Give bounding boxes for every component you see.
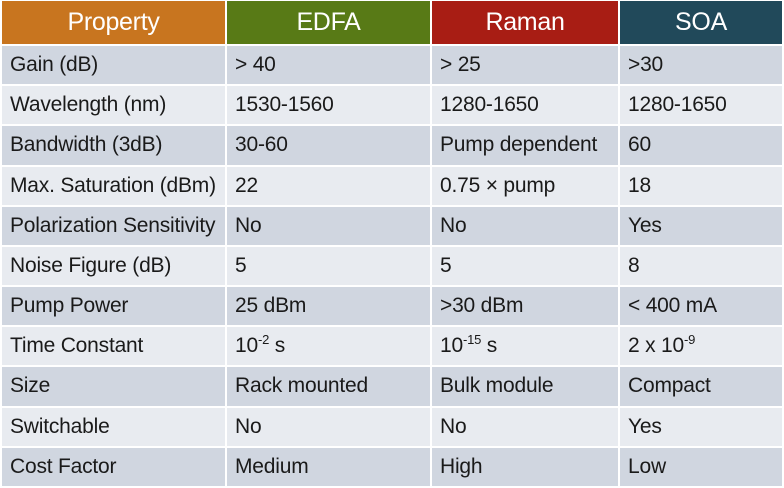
raman-cell: 0.75 × pump [431,165,620,207]
edfa-exponent: -2 [257,332,270,348]
soa-cell: Yes [619,406,782,448]
raman-cell: Bulk module [431,366,620,408]
table-row: Wavelength (nm) 1530-1560 1280-1650 1280… [2,85,782,127]
header-row: Property EDFA Raman SOA [2,1,782,46]
table-row: Gain (dB) > 40 > 25 >30 [2,45,782,87]
raman-cell: >30 dBm [431,286,620,328]
property-cell: Cost Factor [2,446,227,486]
soa-cell: Yes [619,205,782,247]
property-cell: Switchable [2,406,227,448]
property-cell: Gain (dB) [2,45,227,87]
header-soa: SOA [619,1,782,46]
table-row: Time Constant 10-2 s 10-15 s 2 x 10-9 [2,326,782,368]
edfa-cell: 1530-1560 [226,85,432,127]
soa-cell: Low [619,446,782,486]
property-cell: Bandwidth (3dB) [2,125,227,167]
raman-cell: > 25 [431,45,620,87]
soa-cell: 2 x 10-9 [619,326,782,368]
raman-base: 10 [440,334,463,358]
edfa-cell: > 40 [226,45,432,87]
header-property: Property [2,1,227,46]
edfa-unit: s [269,334,286,358]
property-cell: Time Constant [2,326,227,368]
edfa-cell: 5 [226,245,432,288]
table-row: Max. Saturation (dBm) 22 0.75 × pump 18 [2,165,782,207]
soa-cell: 18 [619,165,782,207]
raman-cell: 1280-1650 [431,85,620,127]
soa-cell: Compact [619,366,782,408]
soa-cell: 60 [619,125,782,167]
raman-cell: No [431,406,620,448]
soa-base: 2 x 10 [628,334,685,358]
raman-cell: High [431,446,620,486]
table-row: Pump Power 25 dBm >30 dBm < 400 mA [2,286,782,328]
raman-cell: 5 [431,245,620,288]
raman-unit: s [481,334,498,358]
table-row: Polarization Sensitivity No No Yes [2,205,782,247]
soa-cell: 8 [619,245,782,288]
edfa-base: 10 [235,334,258,358]
property-cell: Polarization Sensitivity [2,205,227,247]
table-row: Noise Figure (dB) 5 5 8 [2,245,782,288]
property-cell: Noise Figure (dB) [2,245,227,288]
edfa-cell: 25 dBm [226,286,432,328]
header-raman: Raman [431,1,620,46]
edfa-cell: No [226,406,432,448]
raman-cell: No [431,205,620,247]
table-row: Cost Factor Medium High Low [2,446,782,486]
property-cell: Size [2,366,227,408]
soa-cell: < 400 mA [619,286,782,328]
raman-cell: 10-15 s [431,326,620,368]
edfa-cell: 22 [226,165,432,207]
table-row: Size Rack mounted Bulk module Compact [2,366,782,408]
raman-exponent: -15 [462,332,482,348]
raman-cell: Pump dependent [431,125,620,167]
edfa-cell: Medium [226,446,432,486]
property-cell: Pump Power [2,286,227,328]
soa-exponent: -9 [684,332,696,348]
table-row: Switchable No No Yes [2,406,782,448]
edfa-cell: No [226,205,432,247]
soa-cell: >30 [619,45,782,87]
table-row: Bandwidth (3dB) 30-60 Pump dependent 60 [2,125,782,167]
header-edfa: EDFA [226,1,432,46]
edfa-cell: Rack mounted [226,366,432,408]
edfa-cell: 30-60 [226,125,432,167]
property-cell: Wavelength (nm) [2,85,227,127]
soa-cell: 1280-1650 [619,85,782,127]
property-cell: Max. Saturation (dBm) [2,165,227,207]
edfa-cell: 10-2 s [226,326,432,368]
